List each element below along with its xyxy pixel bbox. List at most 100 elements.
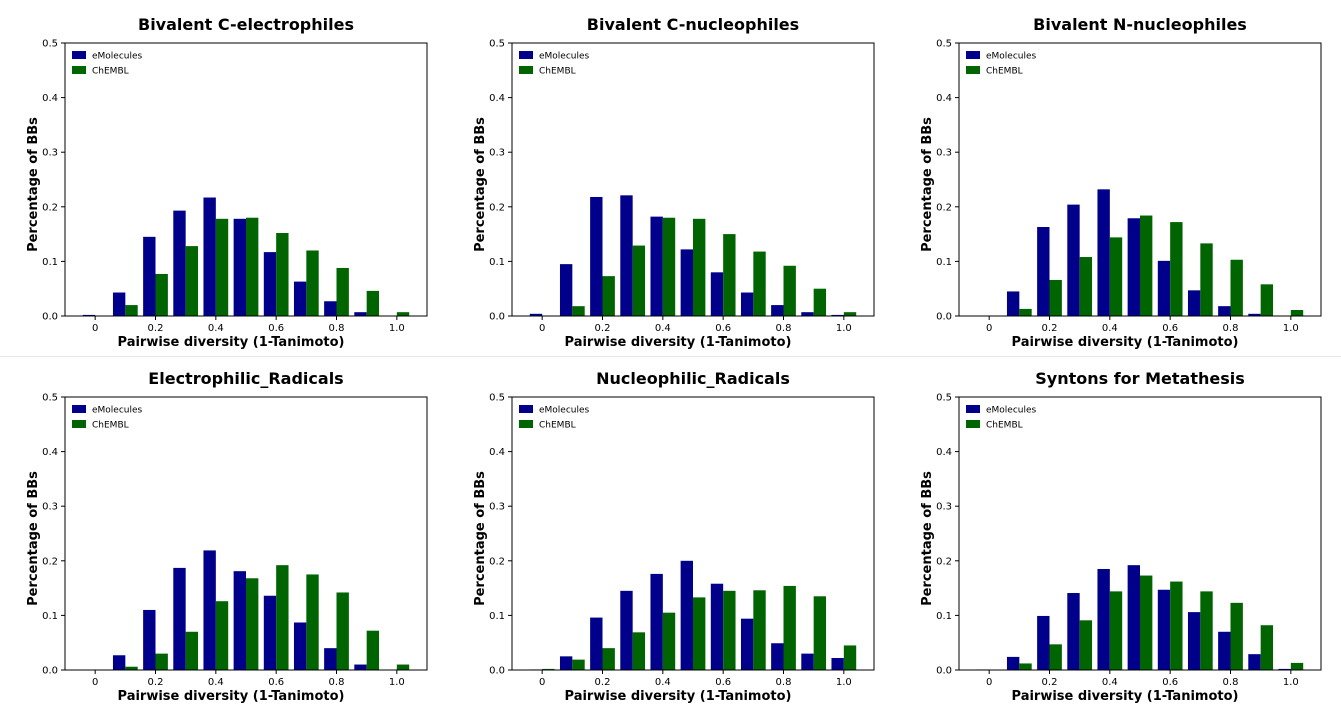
x-tick-label: 0 [986,677,992,688]
legend: eMolecules ChEMBL [519,405,590,431]
chart-title: Bivalent N-nucleophiles [1033,15,1247,34]
legend-swatch [519,405,533,413]
x-tick-label: 0.6 [268,323,284,334]
y-tick-label: 0.3 [489,502,505,513]
x-tick-label: 0.2 [595,677,611,688]
legend-label: eMolecules [92,406,143,416]
bar-ChEMBL [1230,259,1243,316]
bar-ChEMBL [246,578,259,670]
y-tick-label: 0.3 [42,502,58,513]
y-tick-label: 0.2 [936,556,952,567]
x-tick-label: 0.6 [715,323,731,334]
chart-svg: Bivalent N-nucleophiles 0.0 0.1 0.2 0.3 0.4 0.… [920,15,1322,350]
legend-swatch [519,66,533,74]
bar-ChEMBL [662,612,676,670]
x-tick-label: 0 [986,323,992,334]
bar-ChEMBL [1290,309,1304,316]
legend: eMolecules ChEMBL [72,51,143,77]
bar-ChEMBL [366,290,380,316]
bar-eMolecules [173,567,186,670]
y-tick-label: 0.2 [489,202,505,213]
bar-eMolecules [143,236,156,316]
bar-eMolecules [831,657,844,670]
y-axis-label: Percentage of BBs [26,471,41,606]
x-tick-label: 0.4 [208,323,224,334]
y-tick-label: 0.2 [42,202,58,213]
bar-eMolecules [650,573,663,670]
y-tick-label: 0.4 [489,93,505,104]
legend-label: eMolecules [986,406,1037,416]
legend-swatch [966,420,980,428]
x-tick-label: 0.2 [1042,323,1058,334]
bar-eMolecules [324,648,337,670]
legend-swatch [72,66,86,74]
bar-ChEMBL [215,601,229,670]
bar-ChEMBL [1049,644,1062,670]
x-tick-label: 1.0 [836,677,852,688]
x-tick-label: 0 [539,323,545,334]
bar-ChEMBL [185,631,199,670]
bar-ChEMBL [1170,581,1183,670]
bar-eMolecules [740,292,754,316]
bar-eMolecules [590,196,603,316]
bar-eMolecules [1067,593,1080,670]
bar-ChEMBL [1079,257,1093,316]
bar-eMolecules [1278,668,1291,670]
bar-eMolecules [680,560,693,670]
y-tick-label: 0.0 [936,666,952,677]
y-tick-label: 0.1 [489,257,505,268]
x-tick-label: 0.6 [1162,677,1178,688]
x-tick-label: 0.6 [1162,323,1178,334]
bar-eMolecules [771,305,784,316]
bar-eMolecules [1067,204,1080,316]
legend-swatch [519,420,533,428]
bar-eMolecules [233,571,246,670]
bar-eMolecules [740,618,754,670]
bar-eMolecules [710,583,724,670]
bar-eMolecules [112,292,126,316]
y-tick-label: 0.4 [489,447,505,458]
plot-frame [511,42,875,317]
bar-eMolecules [82,314,96,316]
legend-label: ChEMBL [986,421,1023,431]
bar-ChEMBL [336,592,349,670]
x-tick-label: 0.6 [715,677,731,688]
y-tick-label: 0.3 [936,148,952,159]
y-tick-label: 0.3 [489,148,505,159]
bar-ChEMBL [1260,625,1274,670]
chart-svg: Bivalent C-electrophiles 0.0 0.1 0.2 0.3 0.4 0… [26,15,428,350]
bar-eMolecules [1187,612,1201,670]
bar-eMolecules [620,590,633,670]
chart-svg: Electrophilic_Radicals 0.0 0.1 0.2 0.3 0.4 0.5… [26,369,428,704]
y-tick-label: 0.2 [489,556,505,567]
bar-ChEMBL [1170,222,1183,316]
bar-eMolecules [143,609,156,670]
x-tick-label: 1.0 [836,323,852,334]
y-tick-label: 0.1 [936,611,952,622]
x-tick-label: 0.4 [655,323,671,334]
chart-title: Electrophilic_Radicals [148,369,343,388]
y-tick-label: 0.2 [936,202,952,213]
bar-ChEMBL [125,305,138,316]
bar-eMolecules [1037,615,1050,670]
x-tick-label: 1.0 [1283,677,1299,688]
y-axis-label: Percentage of BBs [920,117,935,252]
x-axis-label: Pairwise diversity (1-Tanimoto) [565,335,792,350]
bar-eMolecules [1127,218,1140,316]
y-tick-label: 0.0 [42,666,58,677]
bar-ChEMBL [1109,237,1123,316]
bar-ChEMBL [396,312,410,316]
bar-eMolecules [710,272,724,316]
bar-ChEMBL [1049,279,1062,316]
x-tick-label: 0.8 [776,323,792,334]
legend-swatch [72,420,86,428]
x-tick-label: 0.4 [1102,323,1118,334]
bar-ChEMBL [276,565,289,670]
bar-eMolecules [203,197,216,316]
bar-ChEMBL [602,648,615,670]
bar-ChEMBL [602,276,615,316]
bar-eMolecules [1006,656,1020,670]
legend-label: eMolecules [986,52,1037,62]
y-tick-label: 0.1 [42,611,58,622]
bar-ChEMBL [632,632,646,670]
